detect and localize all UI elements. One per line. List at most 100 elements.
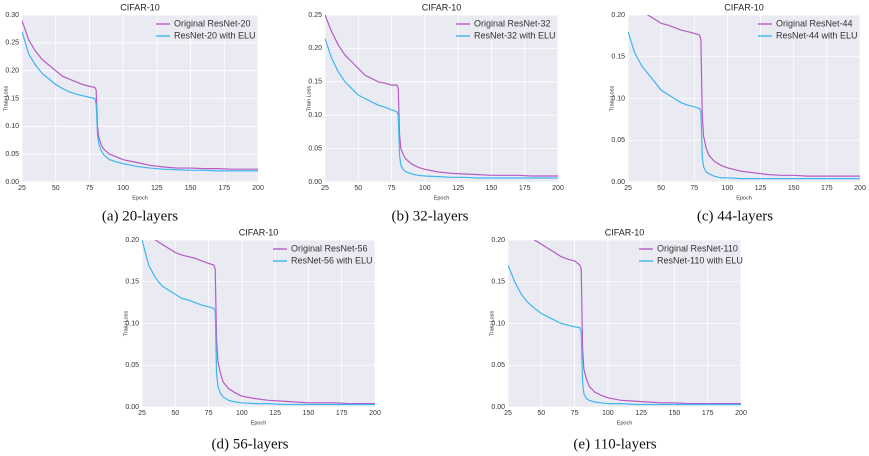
- series-line: [325, 15, 558, 177]
- x-tick-label: 50: [354, 185, 362, 192]
- y-tick-label: 0.00: [125, 404, 139, 411]
- series-line: [508, 264, 741, 406]
- y-tick-label: 0.00: [611, 179, 625, 186]
- y-tick-label: 0.10: [125, 320, 139, 327]
- x-tick-label: 75: [86, 185, 94, 192]
- x-tick-label: 125: [269, 410, 281, 417]
- x-tick-label: 75: [205, 410, 213, 417]
- y-tick-label: 0.15: [125, 279, 139, 286]
- caption: (d) 56-layers: [211, 436, 288, 452]
- chart-title: CIFAR-10: [422, 2, 462, 12]
- x-tick-label: 25: [624, 185, 632, 192]
- x-tick-label: 50: [52, 185, 60, 192]
- y-tick-label: 0.00: [5, 179, 19, 186]
- chart-title: CIFAR-10: [724, 2, 764, 12]
- x-tick-label: 150: [303, 410, 315, 417]
- series-line: [533, 240, 741, 405]
- x-tick-label: 200: [735, 410, 747, 417]
- y-tick-label: 0.05: [5, 151, 19, 158]
- legend-label: Original ResNet-20: [174, 18, 251, 28]
- x-axis-label: Epoch: [251, 420, 267, 426]
- y-tick-label: 0.25: [308, 12, 322, 19]
- y-tick-label: 0.00: [491, 404, 505, 411]
- caption: (c) 44-layers: [697, 208, 773, 224]
- series-line: [142, 240, 375, 406]
- x-tick-label: 200: [369, 410, 381, 417]
- series-line: [628, 31, 860, 180]
- x-tick-label: 175: [218, 185, 230, 192]
- y-tick-label: 0.15: [491, 279, 505, 286]
- legend-label: ResNet-56 with ELU: [291, 255, 373, 265]
- y-axis-label: Train Loss: [3, 86, 9, 112]
- chart: CIFAR-10 (c) 44-layers Epoch Train Loss 0.00…: [609, 2, 866, 224]
- x-tick-label: 100: [236, 410, 248, 417]
- x-tick-label: 150: [669, 410, 681, 417]
- x-tick-label: 75: [690, 185, 698, 192]
- x-tick-label: 125: [635, 410, 647, 417]
- x-axis-label: Epoch: [434, 195, 450, 201]
- y-axis-label: Train Loss: [306, 86, 312, 112]
- y-tick-label: 0.20: [5, 68, 19, 75]
- series-line: [646, 15, 860, 177]
- y-axis-label: Train Loss: [609, 86, 615, 112]
- x-axis-label: Epoch: [132, 195, 148, 201]
- x-axis-label: Epoch: [617, 420, 633, 426]
- x-tick-label: 100: [419, 185, 431, 192]
- x-tick-label: 50: [657, 185, 665, 192]
- y-tick-label: 0.15: [308, 79, 322, 86]
- series-line: [22, 20, 258, 170]
- x-tick-label: 200: [552, 185, 564, 192]
- chart: CIFAR-10 (a) 20-layers Epoch Train Loss 0.00…: [3, 2, 263, 224]
- y-tick-label: 0.05: [491, 362, 505, 369]
- x-tick-label: 50: [537, 410, 545, 417]
- x-tick-label: 25: [138, 410, 146, 417]
- x-tick-label: 25: [321, 185, 329, 192]
- y-tick-label: 0.10: [308, 112, 322, 119]
- x-tick-label: 150: [788, 185, 800, 192]
- series-line: [22, 31, 258, 172]
- legend-label: ResNet-32 with ELU: [474, 30, 556, 40]
- y-tick-label: 0.05: [308, 145, 322, 152]
- caption: (a) 20-layers: [102, 208, 178, 224]
- x-tick-label: 100: [602, 410, 614, 417]
- x-tick-label: 175: [519, 185, 531, 192]
- y-tick-label: 0.15: [611, 54, 625, 61]
- x-tick-label: 175: [336, 410, 348, 417]
- y-tick-label: 0.20: [491, 237, 505, 244]
- x-tick-label: 125: [452, 185, 464, 192]
- y-axis-label: Train Loss: [123, 311, 129, 337]
- x-tick-label: 100: [117, 185, 129, 192]
- y-axis-label: Train Loss: [489, 311, 495, 337]
- legend-label: Original ResNet-110: [657, 243, 738, 253]
- y-tick-label: 0.20: [125, 237, 139, 244]
- chart-title: CIFAR-10: [605, 227, 645, 237]
- chart: CIFAR-10 (d) 56-layers Epoch Train Loss 0.00…: [123, 227, 381, 452]
- y-tick-label: 0.20: [611, 12, 625, 19]
- y-tick-label: 0.25: [5, 40, 19, 47]
- y-tick-label: 0.15: [5, 95, 19, 102]
- y-tick-label: 0.05: [611, 137, 625, 144]
- y-tick-label: 0.10: [491, 320, 505, 327]
- x-tick-label: 25: [18, 185, 26, 192]
- y-tick-label: 0.05: [125, 362, 139, 369]
- x-axis-label: Epoch: [736, 195, 752, 201]
- legend-label: ResNet-20 with ELU: [174, 30, 256, 40]
- x-tick-label: 75: [388, 185, 396, 192]
- series-line: [325, 38, 558, 179]
- chart: CIFAR-10 (e) 110-layers Epoch Train Loss 0.0…: [489, 227, 747, 452]
- x-tick-label: 175: [821, 185, 833, 192]
- y-tick-label: 0.10: [5, 123, 19, 130]
- x-tick-label: 50: [171, 410, 179, 417]
- x-tick-label: 25: [504, 410, 512, 417]
- legend-label: ResNet-110 with ELU: [657, 255, 743, 265]
- legend-label: Original ResNet-32: [474, 18, 551, 28]
- chart-title: CIFAR-10: [120, 2, 160, 12]
- x-tick-label: 200: [252, 185, 264, 192]
- series-line: [154, 240, 375, 405]
- x-tick-label: 100: [722, 185, 734, 192]
- caption: (b) 32-layers: [391, 208, 468, 224]
- x-tick-label: 150: [185, 185, 197, 192]
- x-tick-label: 200: [854, 185, 866, 192]
- legend-label: ResNet-44 with ELU: [776, 30, 858, 40]
